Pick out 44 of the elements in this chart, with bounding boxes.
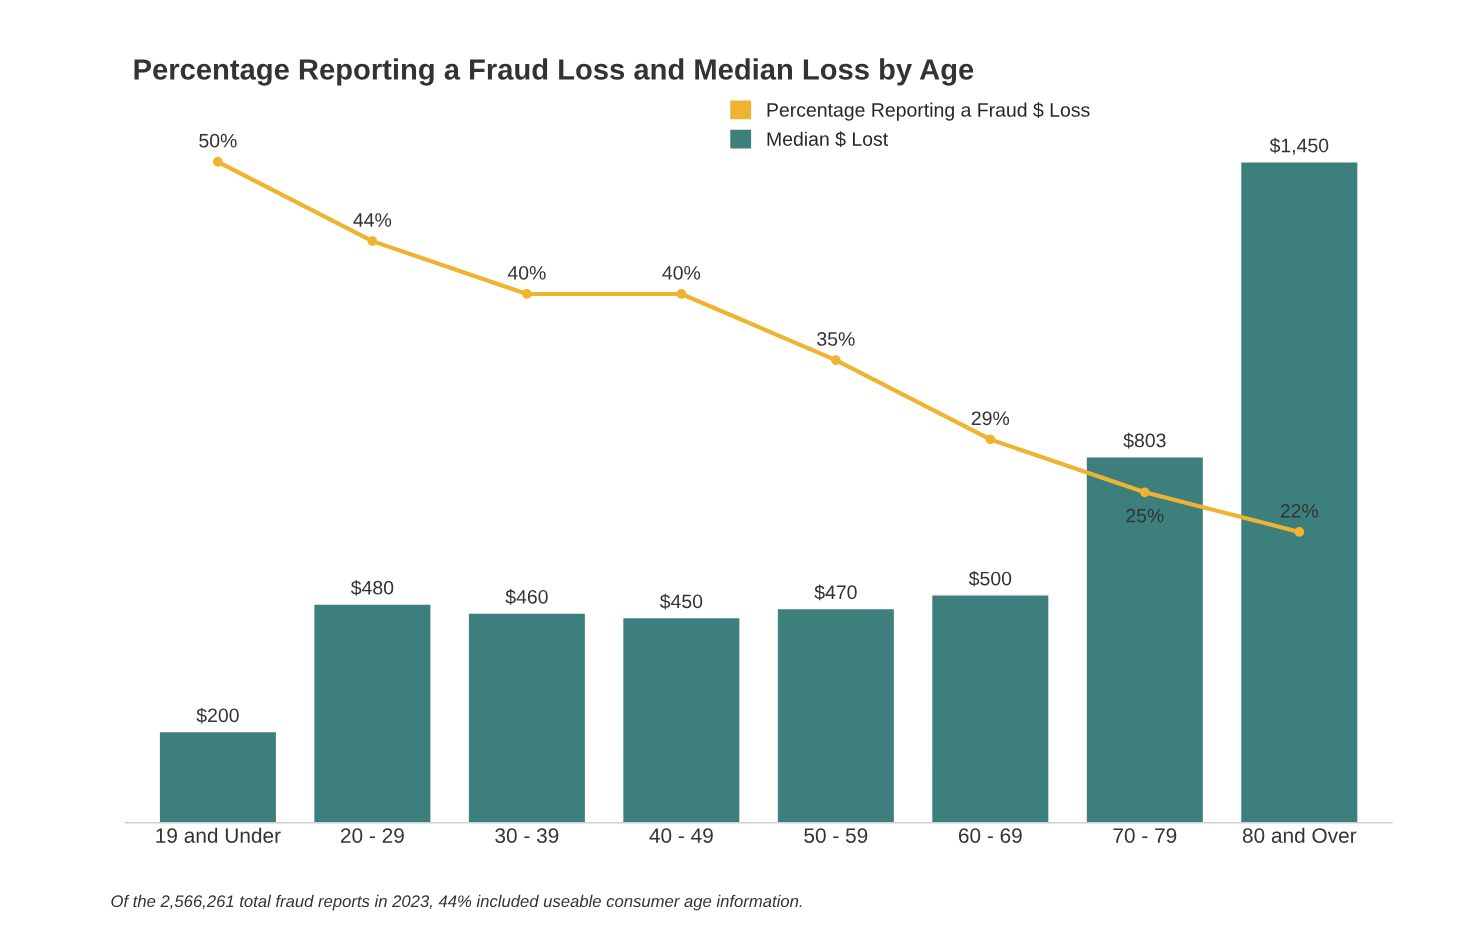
- data-label: $450: [659, 593, 703, 610]
- point: [1139, 487, 1150, 498]
- x-tick-label: 40 - 49: [649, 828, 713, 843]
- bar: [312, 603, 432, 823]
- x-tick-label: 60 - 69: [958, 828, 1022, 843]
- point: [1294, 527, 1305, 537]
- data-label: 22%: [1280, 503, 1319, 518]
- text: Of the 2,566,261 total fraud reports in 2023, 44% included useable consumer age information.: [111, 894, 802, 911]
- data-label: 50%: [199, 133, 237, 148]
- data-label: $480: [350, 579, 394, 596]
- data-label: $460: [505, 589, 548, 605]
- x-tick-label: 80 and Over: [1242, 827, 1357, 843]
- x-tick-label: 19 and Under: [156, 827, 281, 843]
- point: [830, 355, 841, 365]
- bar: [467, 612, 587, 823]
- data-label: 40%: [662, 265, 701, 280]
- data-label: $803: [1123, 432, 1166, 449]
- bar: [1239, 161, 1359, 823]
- point: [213, 156, 223, 167]
- point: [985, 434, 996, 445]
- legend-label: Percentage Reporting a Fraud $ Loss: [767, 102, 1090, 121]
- data-label: 25%: [1126, 508, 1164, 523]
- data-label: 29%: [971, 411, 1010, 426]
- point: [676, 289, 687, 299]
- data-label: 35%: [817, 332, 855, 346]
- bar: [1085, 456, 1205, 823]
- chart-title: Percentage Reporting a Fraud Loss and Median Loss by Age: [134, 58, 974, 86]
- data-label: 44%: [353, 213, 392, 227]
- data-label: $1,450: [1269, 137, 1329, 155]
- point: [367, 236, 378, 246]
- x-tick-label: 20 - 29: [341, 828, 404, 843]
- bar: [776, 607, 896, 823]
- data-label: $470: [814, 584, 857, 601]
- legend-label: Median $ Lost: [767, 131, 888, 148]
- x-tick-label: 30 - 39: [495, 828, 559, 843]
- x-tick-label: 50 - 59: [804, 828, 868, 843]
- data-label: 40%: [507, 265, 546, 280]
- bar: [930, 594, 1050, 823]
- bar: [158, 730, 278, 823]
- data-label: $500: [968, 570, 1012, 587]
- point: [522, 289, 532, 299]
- data-label: $200: [196, 707, 239, 724]
- bar: [621, 616, 741, 823]
- x-tick-label: 70 - 79: [1113, 828, 1177, 843]
